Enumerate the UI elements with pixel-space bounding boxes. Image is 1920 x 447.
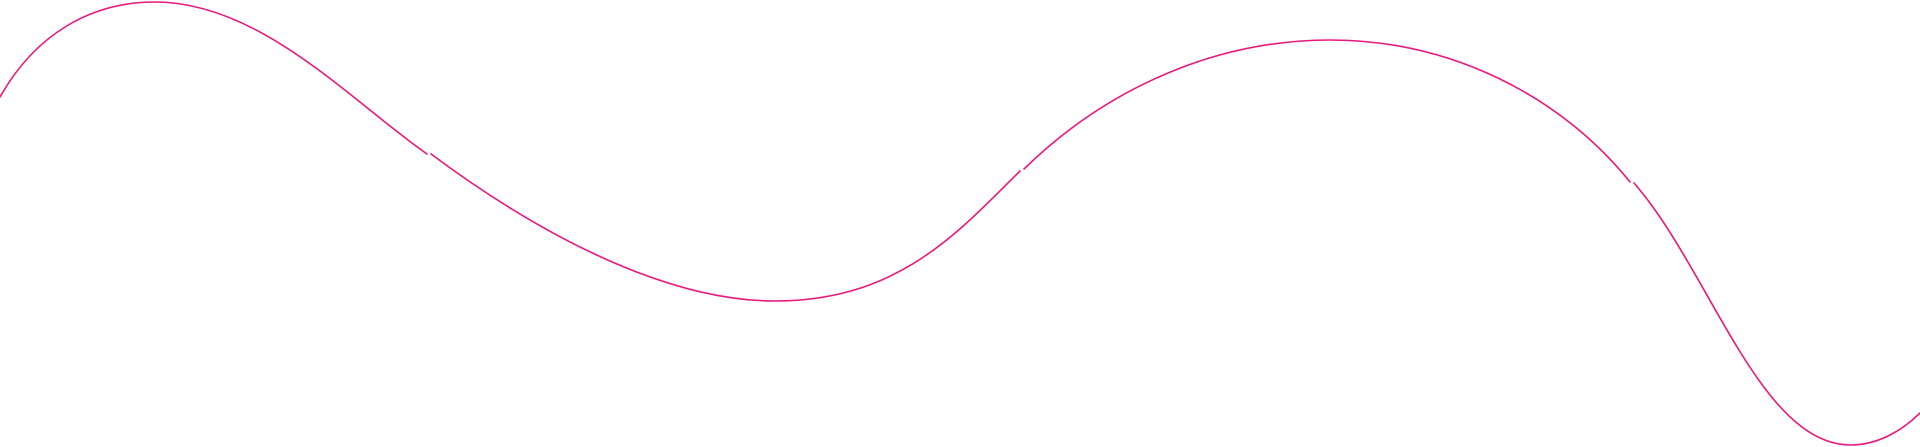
- wave-segment-2: [430, 153, 1021, 302]
- wave-segment-3: [1023, 39, 1631, 183]
- wave-segment-1: [0, 1, 428, 155]
- wave-segment-4: [1633, 182, 1920, 446]
